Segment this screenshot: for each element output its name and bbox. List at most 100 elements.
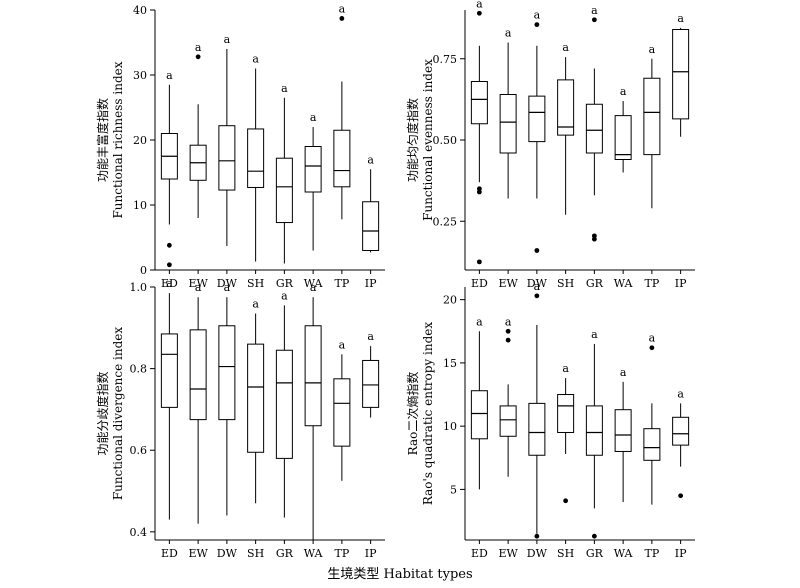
- box-wa: a: [304, 281, 322, 540]
- box-iqr: [557, 394, 575, 433]
- x-tick-label-dw: DW: [527, 547, 548, 560]
- x-tick-label-ew: EW: [498, 277, 518, 290]
- outlier-point: [476, 10, 482, 16]
- outlier-point: [166, 262, 172, 268]
- x-tick-label-tp: TP: [335, 277, 350, 290]
- y-tick-label: 0.8: [130, 363, 148, 376]
- outlier-point: [534, 533, 540, 539]
- y-axis-label-cn: Rao二次熵指数: [405, 372, 420, 456]
- box-iqr: [528, 95, 546, 143]
- box-iqr: [614, 409, 632, 452]
- outlier-point: [339, 16, 345, 21]
- significance-label: a: [166, 69, 173, 82]
- box-iqr: [275, 349, 293, 459]
- box-iqr: [362, 201, 380, 251]
- box-wa: a: [304, 111, 322, 251]
- significance-label: a: [476, 0, 483, 10]
- box-gr: a: [585, 328, 603, 539]
- box-tp: a: [333, 2, 351, 220]
- y-tick-label: 0.50: [433, 134, 458, 147]
- x-tick-label-gr: GR: [276, 547, 294, 560]
- box-dw: a: [218, 281, 236, 516]
- box-ed: a: [160, 69, 178, 268]
- y-axis-label-cn: 功能丰富度指数: [95, 98, 110, 182]
- y-tick-label: 40: [133, 4, 147, 17]
- significance-label: a: [505, 27, 512, 40]
- significance-label: a: [476, 315, 483, 328]
- box-wa: a: [614, 366, 632, 503]
- significance-label: a: [505, 315, 512, 328]
- box-iqr: [218, 125, 236, 191]
- significance-label: a: [310, 111, 317, 124]
- outlier-point: [591, 17, 597, 23]
- box-iqr: [614, 115, 632, 160]
- significance-label: a: [534, 9, 541, 22]
- significance-label: a: [562, 41, 569, 54]
- box-iqr: [470, 390, 488, 440]
- outlier-point: [678, 493, 684, 499]
- box-iqr: [499, 94, 517, 154]
- y-tick-label: 0.4: [130, 526, 148, 539]
- box-sh: a: [557, 41, 575, 215]
- box-ew: a: [499, 27, 517, 199]
- box-gr: a: [585, 4, 603, 242]
- y-tick-label: 15: [443, 357, 457, 370]
- box-tp: a: [643, 43, 661, 209]
- box-ed: a: [470, 0, 488, 265]
- box-gr: a: [275, 289, 293, 518]
- box-iqr: [362, 359, 380, 408]
- box-ew: a: [189, 281, 207, 524]
- outlier-point: [534, 22, 540, 28]
- y-tick-label: 1.0: [130, 281, 148, 294]
- significance-label: a: [339, 2, 346, 15]
- x-tick-label-wa: WA: [614, 547, 634, 560]
- significance-label: a: [224, 281, 231, 294]
- y-axis-label-en: Functional divergence index: [111, 327, 125, 501]
- box-iqr: [275, 157, 293, 224]
- box-wa: a: [614, 85, 632, 173]
- significance-label: a: [367, 330, 374, 343]
- significance-label: a: [677, 12, 684, 25]
- box-iqr: [333, 378, 351, 447]
- x-tick-label-wa: WA: [614, 277, 634, 290]
- outlier-point: [476, 189, 482, 195]
- box-iqr: [585, 103, 603, 154]
- significance-label: a: [367, 153, 374, 166]
- x-tick-label-wa: WA: [304, 277, 324, 290]
- significance-label: a: [649, 332, 656, 345]
- x-tick-label-ew: EW: [188, 547, 208, 560]
- y-axis-label-en: Functional richness index: [111, 61, 125, 218]
- panel-functional-evenness: 0.25 0.50 0.75 功能均匀度指数 Functional evenness i…: [405, 0, 695, 290]
- x-tick-label-ip: IP: [675, 547, 687, 560]
- y-tick-label: 0.25: [433, 215, 458, 228]
- significance-label: a: [620, 366, 627, 379]
- outlier-point: [195, 54, 201, 60]
- x-tick-label-sh: SH: [247, 547, 264, 560]
- box-iqr: [333, 129, 351, 188]
- box-iqr: [585, 405, 603, 456]
- box-dw: a: [528, 9, 546, 253]
- significance-label: a: [562, 362, 569, 375]
- outlier-point: [166, 242, 172, 248]
- y-tick-label: 20: [133, 134, 147, 147]
- box-sh: a: [247, 53, 265, 262]
- significance-label: a: [252, 53, 259, 66]
- x-tick-label-ip: IP: [365, 547, 377, 560]
- outlier-point: [591, 533, 597, 539]
- x-tick-label-ip: IP: [675, 277, 687, 290]
- outlier-point: [591, 236, 597, 242]
- y-tick-label: 20: [443, 294, 457, 307]
- x-tick-label-tp: TP: [645, 547, 660, 560]
- outlier-point: [534, 248, 540, 253]
- x-tick-label-gr: GR: [276, 277, 294, 290]
- box-sh: a: [247, 298, 265, 504]
- x-tick-label-sh: SH: [557, 547, 574, 560]
- x-tick-label-ed: ED: [471, 547, 488, 560]
- y-axis-label-en: Rao's quadratic entropy index: [421, 322, 435, 506]
- significance-label: a: [649, 43, 656, 56]
- box-ip: a: [672, 12, 690, 137]
- box-gr: a: [275, 82, 293, 264]
- box-tp: a: [333, 338, 351, 481]
- significance-label: a: [166, 277, 173, 290]
